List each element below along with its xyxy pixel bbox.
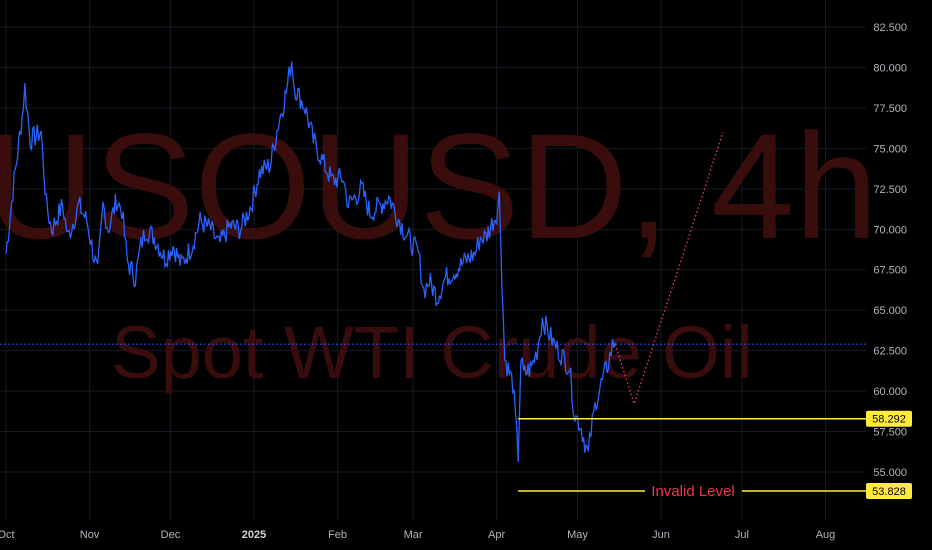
- x-tick-label: 2025: [242, 529, 266, 541]
- x-tick-label: Dec: [161, 529, 181, 541]
- level-price-tag-text: 53.828: [872, 486, 906, 498]
- y-tick-label: 55.000: [873, 467, 907, 479]
- y-tick-label: 67.500: [873, 265, 907, 277]
- y-tick-label: 60.000: [873, 386, 907, 398]
- y-tick-label: 80.000: [873, 62, 907, 74]
- x-axis: Oct Nov Dec 2025 Feb Mar Apr May Jun Jul Aug: [0, 529, 835, 541]
- y-tick-label: 72.500: [873, 184, 907, 196]
- chart-grid: [0, 0, 866, 520]
- y-tick-label: 70.000: [873, 224, 907, 236]
- x-tick-label: May: [567, 529, 588, 541]
- y-tick-label: 65.000: [873, 305, 907, 317]
- x-tick-label: Jul: [735, 529, 749, 541]
- x-tick-label: Jun: [652, 529, 670, 541]
- level-price-tag: [866, 482, 912, 499]
- x-tick-label: Feb: [328, 529, 347, 541]
- x-tick-label: Nov: [80, 529, 100, 541]
- x-tick-label: Mar: [404, 529, 423, 541]
- x-tick-label: Oct: [0, 529, 15, 541]
- y-tick-label: 77.500: [873, 103, 907, 115]
- x-tick-label: Apr: [488, 529, 505, 541]
- level-label: Invalid Level: [651, 483, 734, 500]
- chart-overlays: 58.292 Invalid Level 53.828: [0, 131, 912, 500]
- level-price-tag-text: 58.292: [872, 414, 906, 426]
- y-tick-label: 82.500: [873, 22, 907, 34]
- y-tick-label: 62.500: [873, 346, 907, 358]
- price-line: [5, 61, 616, 463]
- watermark-name: Spot WTI Crude Oil: [111, 311, 753, 394]
- watermark-symbol: USOUSD, 4h: [0, 102, 878, 270]
- y-axis: 82.500 80.000 77.500 75.000 72.500 70.000 67.5…: [873, 22, 907, 479]
- projection-path: [614, 131, 724, 407]
- price-series: [5, 61, 616, 463]
- x-tick-label: Aug: [816, 529, 836, 541]
- watermark: USOUSD, 4h Spot WTI Crude Oil: [0, 102, 878, 394]
- level-price-tag: [866, 410, 912, 427]
- y-tick-label: 57.500: [873, 427, 907, 439]
- y-tick-label: 75.000: [873, 143, 907, 155]
